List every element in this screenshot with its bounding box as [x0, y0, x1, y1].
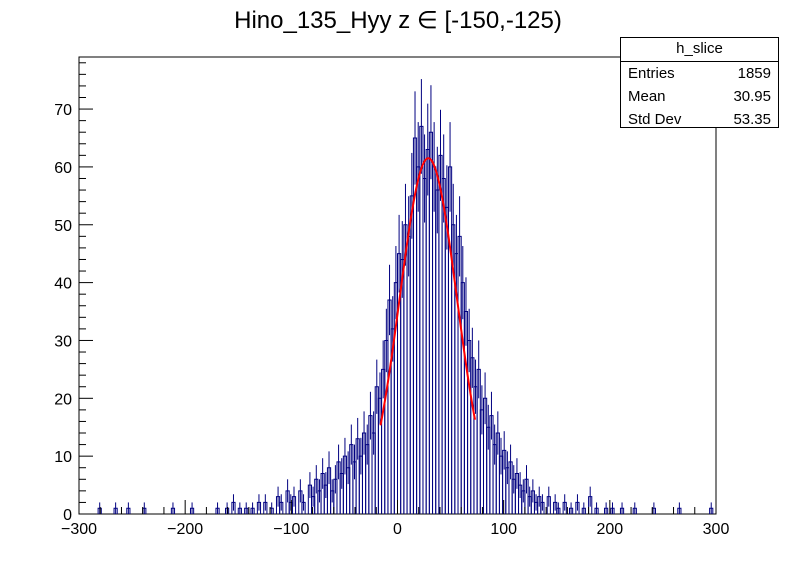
y-tick-label: 30 [54, 333, 72, 350]
histogram-bin [604, 502, 609, 514]
histogram-bin [250, 502, 255, 514]
histogram-bin [231, 494, 236, 514]
gaussian-fit [379, 157, 476, 426]
histogram-bin [632, 502, 637, 514]
stats-label: Mean [628, 88, 666, 105]
histogram-bin [677, 502, 682, 514]
x-tick-label: −200 [167, 521, 203, 538]
histogram-bin [588, 486, 593, 514]
histogram-bin [546, 486, 551, 514]
stats-row-stddev: Std Dev 53.35 [621, 108, 778, 131]
y-tick-label: 0 [63, 507, 72, 524]
y-tick-label: 40 [54, 276, 72, 293]
y-tick-label: 50 [54, 218, 72, 235]
histogram-bin [215, 502, 220, 514]
histogram-bin [619, 502, 625, 514]
histogram-bin [709, 502, 714, 514]
x-tick-label: −300 [61, 521, 97, 538]
axis-ticks [78, 62, 717, 515]
histogram-bin [237, 502, 242, 514]
histogram-bin [301, 494, 306, 514]
histogram-bin [610, 502, 615, 514]
x-tick-label: 300 [703, 521, 730, 538]
histogram-bin [556, 502, 561, 514]
axis-tick-labels: −300 −200 −100 0 100 200 300 0 10 20 30 40 50 60 70 [54, 102, 729, 538]
y-tick-label: 70 [54, 102, 72, 119]
y-tick-label: 20 [54, 391, 72, 408]
y-tick-label: 60 [54, 160, 72, 177]
histogram-bin [291, 486, 297, 514]
histogram-bin [575, 494, 580, 514]
fit-curve [379, 157, 476, 426]
histogram-bin [594, 502, 599, 514]
x-tick-label: 200 [596, 521, 623, 538]
stats-row-entries: Entries 1859 [621, 62, 778, 85]
stats-label: Entries [628, 65, 675, 82]
histogram-bin [113, 502, 118, 514]
stats-label: Std Dev [628, 111, 682, 128]
histogram-bin [540, 494, 545, 514]
x-tick-label: 100 [490, 521, 517, 538]
histogram-bin [225, 502, 230, 514]
stats-value: 1859 [737, 65, 771, 82]
histogram-bins [97, 79, 714, 514]
x-tick-label: −100 [273, 521, 309, 538]
histogram-bin [126, 502, 131, 514]
histogram-bin [170, 502, 176, 514]
histogram-bin [562, 494, 567, 514]
histogram-bin [189, 502, 195, 514]
stats-value: 53.35 [733, 111, 771, 128]
histogram-bin [263, 494, 268, 514]
stats-value: 30.95 [733, 88, 771, 105]
stats-box: h_slice Entries 1859 Mean 30.95 Std Dev … [620, 37, 779, 128]
histogram-bin [256, 494, 262, 514]
stats-box-name: h_slice [621, 38, 778, 62]
histogram-bin [244, 502, 249, 514]
histogram-bin [97, 502, 102, 514]
histogram-bin [279, 494, 284, 514]
stats-row-mean: Mean 30.95 [621, 85, 778, 108]
x-tick-label: 0 [393, 521, 402, 538]
chart-title: Hino_135_Hyy z ∈ [-150,-125) [234, 7, 562, 34]
y-tick-label: 10 [54, 449, 72, 466]
histogram-bin [581, 502, 586, 514]
histogram-bin [568, 502, 574, 514]
